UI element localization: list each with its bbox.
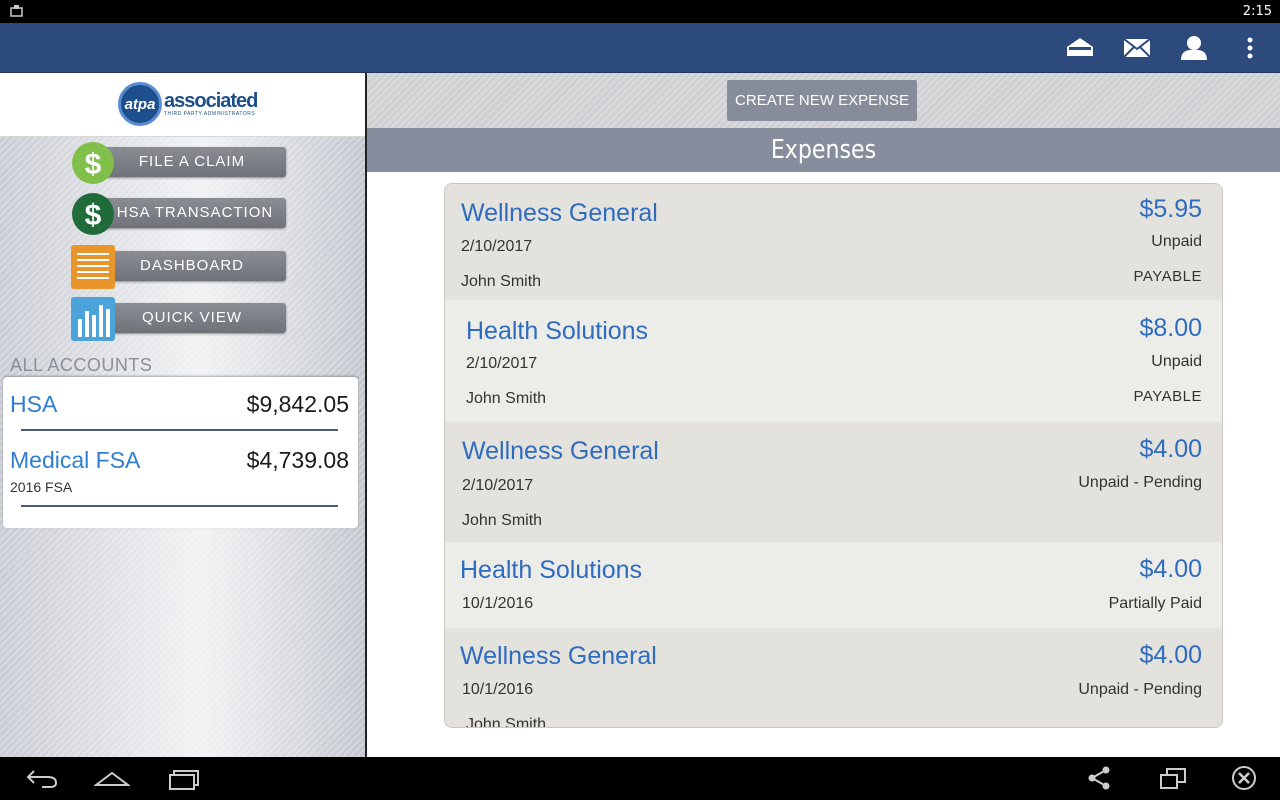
create-new-expense-button[interactable]: CREATE NEW EXPENSE — [727, 80, 917, 121]
expense-row[interactable]: Wellness General 2/10/2017 John Smith $4… — [445, 422, 1222, 542]
toolbar: CREATE NEW EXPENSE — [367, 73, 1280, 128]
system-nav-bar — [0, 757, 1280, 800]
receipt-icon — [71, 245, 115, 289]
expense-amount: $8.00 — [1139, 314, 1202, 342]
expense-amount: $4.00 — [1139, 555, 1202, 583]
bar-chart-icon — [71, 297, 115, 341]
account-balance: $9,842.05 — [246, 391, 349, 417]
expense-person: John Smith — [466, 390, 547, 407]
account-name: HSA — [10, 391, 58, 417]
home-outline-icon[interactable] — [94, 765, 130, 791]
main-content: CREATE NEW EXPENSE Expenses Wellness Gen… — [367, 73, 1280, 757]
svg-text:$: $ — [85, 148, 102, 181]
expense-payee: Wellness General — [461, 199, 658, 227]
expense-status: Unpaid - Pending — [1078, 681, 1202, 698]
clock: 2:15 — [1242, 4, 1272, 19]
expense-payee: Health Solutions — [460, 556, 643, 584]
account-balance: $4,739.08 — [246, 447, 349, 473]
expense-date: 2/10/2017 — [461, 238, 533, 255]
expense-status: Partially Paid — [1108, 595, 1202, 612]
hsa-transaction-button[interactable]: HSA TRANSACTION $ — [70, 192, 288, 238]
sidebar: atpa associated THIRD PARTY ADMINISTRATO… — [0, 73, 367, 757]
dollar-icon: $ — [72, 193, 114, 235]
status-bar: 2:15 — [0, 0, 1280, 23]
expense-person: John Smith — [462, 512, 543, 529]
account-name: Medical FSA — [10, 447, 141, 473]
atpa-logo: atpa associated THIRD PARTY ADMINISTRATO… — [118, 81, 258, 127]
person-icon[interactable] — [1179, 34, 1209, 62]
nav-label: FILE A CLAIM — [138, 153, 246, 170]
account-medical-fsa[interactable]: Medical FSA $4,739.08 2016 FSA — [3, 433, 358, 511]
expenses-list[interactable]: Wellness General 2/10/2017 John Smith $5… — [444, 183, 1223, 728]
expense-row[interactable]: Health Solutions 2/10/2017 John Smith $8… — [445, 300, 1222, 422]
window-icon[interactable] — [1155, 765, 1191, 791]
expense-amount: $4.00 — [1139, 435, 1202, 463]
logo-area: atpa associated THIRD PARTY ADMINISTRATO… — [0, 73, 365, 137]
dashboard-button[interactable]: DASHBOARD — [70, 245, 288, 291]
mail-icon[interactable] — [1122, 34, 1152, 62]
svg-text:$: $ — [85, 199, 102, 232]
nav-label: HSA TRANSACTION — [116, 204, 274, 221]
expense-status: Unpaid - Pending — [1078, 474, 1202, 491]
nav-label: DASHBOARD — [139, 257, 245, 274]
logo-mark: atpa — [118, 82, 162, 126]
share-icon[interactable] — [1082, 765, 1118, 791]
section-header: Expenses — [367, 128, 1280, 172]
close-circle-icon[interactable] — [1226, 765, 1262, 791]
expense-row[interactable]: Wellness General 2/10/2017 John Smith $5… — [445, 184, 1222, 300]
expense-type: PAYABLE — [1133, 388, 1202, 405]
expense-payee: Wellness General — [460, 642, 657, 670]
expense-person: John Smith — [461, 273, 542, 290]
expense-date: 2/10/2017 — [462, 477, 534, 494]
expense-status: Unpaid — [1151, 233, 1202, 250]
nav-label: QUICK VIEW — [141, 309, 242, 326]
action-bar — [0, 23, 1280, 73]
logo-name: associated — [164, 90, 258, 112]
divider — [21, 505, 338, 507]
accounts-list: HSA $9,842.05 Medical FSA $4,739.08 2016… — [3, 377, 358, 528]
file-a-claim-button[interactable]: FILE A CLAIM $ — [70, 141, 288, 187]
expense-type: PAYABLE — [1133, 268, 1202, 285]
dollar-icon: $ — [72, 142, 114, 184]
overflow-menu-icon[interactable] — [1236, 34, 1264, 62]
expense-date: 2/10/2017 — [466, 355, 538, 372]
page-title: Expenses — [770, 135, 877, 165]
expense-payee: Wellness General — [462, 437, 659, 465]
expense-payee: Health Solutions — [466, 317, 649, 345]
account-subtitle: 2016 FSA — [10, 479, 73, 495]
account-hsa[interactable]: HSA $9,842.05 — [3, 377, 358, 433]
quick-view-button[interactable]: QUICK VIEW — [70, 297, 288, 343]
expense-amount: $4.00 — [1139, 641, 1202, 669]
expense-person: John Smith — [466, 716, 547, 728]
expense-date: 10/1/2016 — [462, 595, 534, 612]
recent-apps-icon[interactable] — [166, 765, 202, 791]
expense-row[interactable]: Health Solutions 10/1/2016 $4.00 Partial… — [445, 542, 1222, 628]
accounts-heading: ALL ACCOUNTS — [10, 355, 153, 375]
expense-row[interactable]: Wellness General 10/1/2016 John Smith $4… — [445, 628, 1222, 728]
logo-tagline: THIRD PARTY ADMINISTRATORS — [164, 111, 256, 117]
expense-date: 10/1/2016 — [462, 681, 534, 698]
expense-status: Unpaid — [1151, 353, 1202, 370]
home-icon[interactable] — [1065, 34, 1095, 62]
divider — [21, 429, 338, 431]
notification-icon — [10, 5, 23, 17]
back-icon[interactable] — [24, 765, 60, 791]
expense-amount: $5.95 — [1139, 195, 1202, 223]
